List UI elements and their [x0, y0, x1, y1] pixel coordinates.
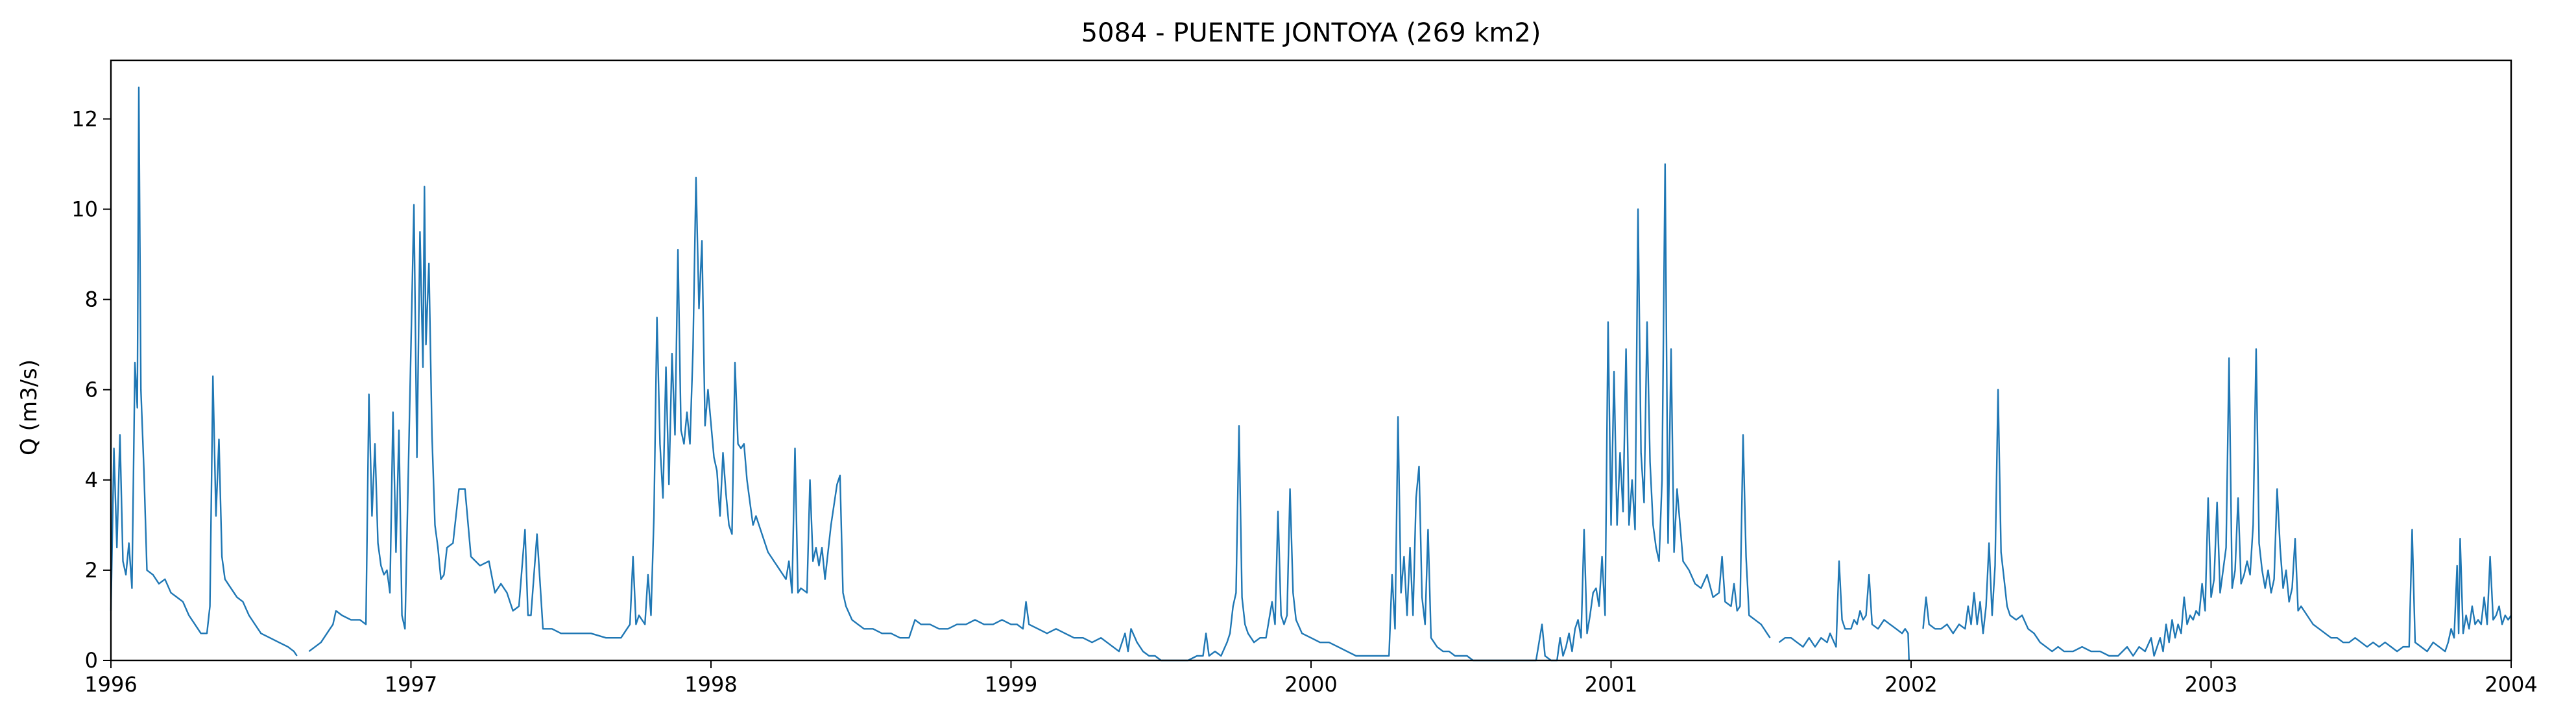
x-tick-label: 1997 [385, 672, 437, 697]
x-tick-label: 2002 [1884, 672, 1937, 697]
x-tick-label: 2000 [1284, 672, 1337, 697]
y-tick-label: 8 [85, 287, 98, 312]
y-axis-label: Q (m3/s) [16, 359, 42, 455]
y-axis: 0 2 4 6 8 10 12 [71, 106, 111, 673]
series-line-segment-3 [1922, 348, 2512, 657]
x-tick-label: 1996 [84, 672, 137, 697]
y-tick-label: 10 [71, 197, 98, 222]
chart-title: 5084 - PUENTE JONTOYA (269 km2) [1081, 18, 1541, 48]
x-tick-label: 2001 [1585, 672, 1637, 697]
y-tick-label: 0 [85, 648, 98, 673]
y-tick-label: 12 [71, 106, 98, 131]
x-tick-label: 2004 [2485, 672, 2537, 697]
series-line-segment-1 [308, 163, 1771, 662]
plot-frame [110, 59, 2512, 662]
y-tick-label: 2 [85, 558, 98, 583]
y-tick-label: 4 [85, 468, 98, 492]
series-line-segment-2 [1778, 560, 1910, 661]
series-layer [110, 86, 2512, 662]
x-tick-label: 2003 [2185, 672, 2237, 697]
x-axis: 1996 1997 1998 1999 2000 2001 2002 2003 2004 [84, 660, 2538, 697]
x-tick-label: 1999 [985, 672, 1037, 697]
y-tick-label: 6 [85, 378, 98, 402]
x-tick-label: 1998 [684, 672, 737, 697]
series-line-segment-0 [110, 86, 298, 657]
